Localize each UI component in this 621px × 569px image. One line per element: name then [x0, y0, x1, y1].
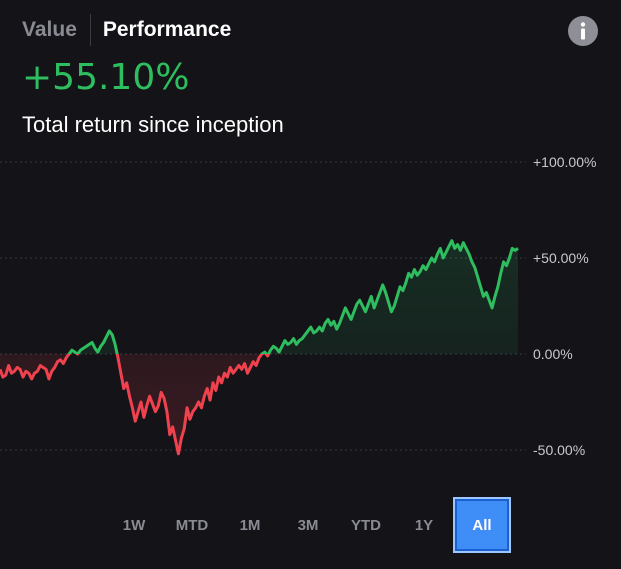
y-tick-label: -50.00%: [533, 442, 585, 458]
negative-area-fill: [0, 354, 518, 454]
series-line-positive: [67, 239, 519, 354]
view-tabs: Value Performance: [22, 14, 231, 46]
info-button[interactable]: [568, 16, 598, 46]
range-selector: 1W MTD 1M 3M YTD 1Y All: [105, 497, 511, 553]
info-icon: [580, 22, 586, 40]
total-return-caption: Total return since inception: [22, 112, 284, 137]
range-button-1m[interactable]: 1M: [239, 516, 261, 534]
total-return-value: +55.10%: [22, 57, 190, 98]
tab-performance[interactable]: Performance: [102, 18, 232, 41]
y-tick-label: +50.00%: [533, 250, 589, 266]
range-button-1w[interactable]: 1W: [122, 516, 146, 534]
range-button-1y[interactable]: 1Y: [414, 516, 434, 534]
y-tick-label: +100.00%: [533, 154, 596, 170]
range-button-ytd[interactable]: YTD: [351, 516, 381, 534]
range-button-mtd[interactable]: MTD: [175, 516, 209, 534]
series-line-negative: [0, 354, 271, 456]
tab-value[interactable]: Value: [22, 18, 77, 41]
performance-chart: +100.00% +50.00% 0.00% -50.00%: [0, 154, 596, 458]
positive-area-fill: [0, 240, 518, 354]
range-button-3m[interactable]: 3M: [297, 516, 319, 534]
range-button-all[interactable]: All: [453, 497, 511, 553]
y-tick-label: 0.00%: [533, 346, 573, 362]
tab-divider: [89, 14, 91, 46]
